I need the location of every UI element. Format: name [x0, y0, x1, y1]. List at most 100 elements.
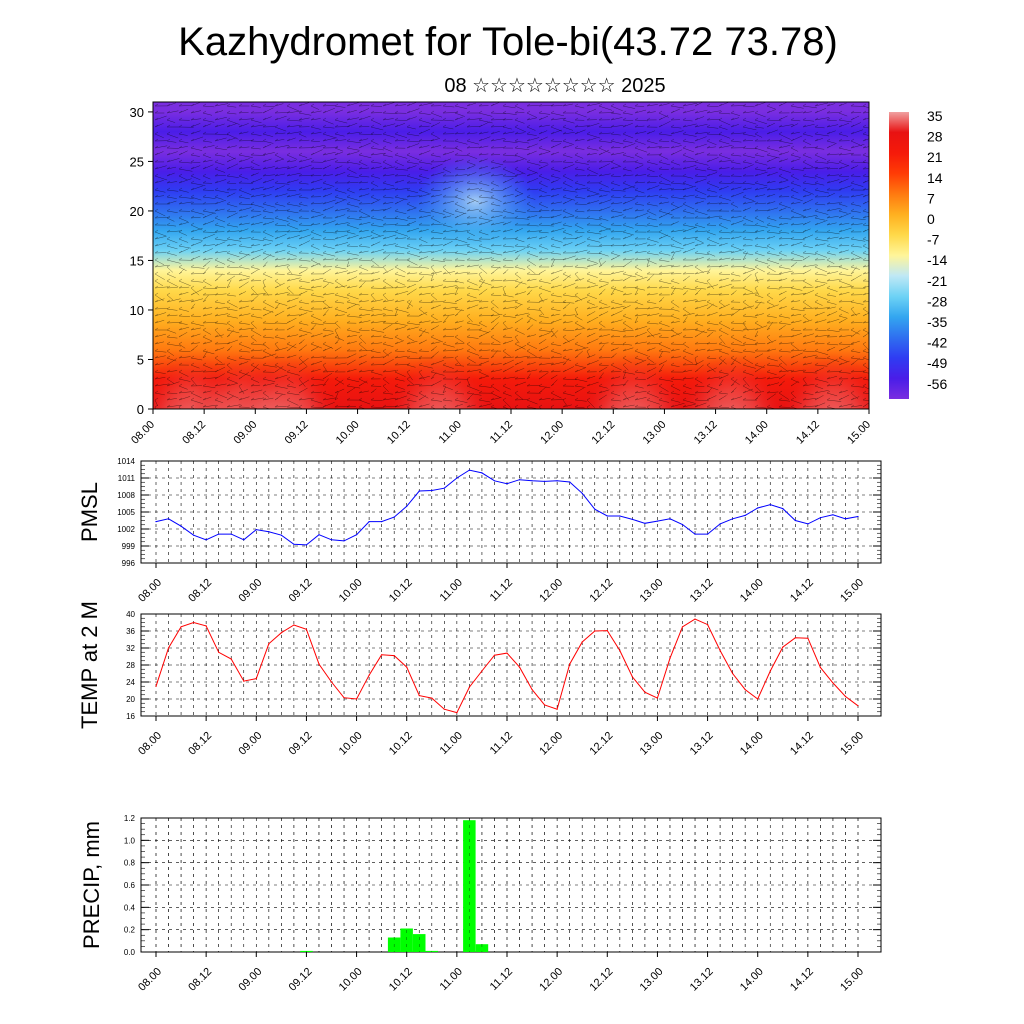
wind-barb: [742, 348, 747, 352]
wind-barb: [598, 152, 603, 156]
wind-barb: [274, 285, 279, 289]
wind-vector: [370, 152, 386, 156]
wind-barb: [274, 145, 279, 149]
wind-barb: [394, 299, 399, 303]
wind-barb: [178, 124, 183, 128]
wind-vector: [682, 102, 698, 107]
wind-barb: [274, 166, 279, 170]
wind-barb: [730, 285, 735, 289]
wind-barb: [466, 334, 471, 338]
wind-barb: [562, 152, 567, 156]
wind-vector: [430, 321, 442, 324]
wind-vector: [358, 293, 369, 296]
wind-vector: [274, 343, 280, 350]
wind-barb: [550, 159, 555, 163]
wind-vector: [178, 238, 189, 243]
wind-barb: [538, 131, 543, 135]
wind-vector: [310, 301, 325, 303]
wind-vector: [178, 286, 190, 289]
wind-barb: [358, 362, 363, 366]
wind-vector: [802, 319, 813, 324]
wind-barb: [382, 117, 387, 121]
wind-barb: [214, 131, 219, 135]
wind-barb: [634, 208, 639, 212]
wind-barb: [202, 180, 207, 184]
wind-barb: [226, 369, 231, 373]
wind-barb: [490, 341, 495, 345]
wind-barb: [370, 327, 375, 331]
wind-vector: [526, 210, 541, 213]
wind-vector: [358, 142, 371, 149]
wind-barb: [838, 355, 843, 359]
wind-barb: [430, 264, 435, 268]
wind-barb: [454, 201, 459, 205]
wind-vector: [610, 224, 622, 226]
wind-vector: [466, 264, 479, 268]
wind-vector: [634, 109, 647, 114]
wind-vector: [802, 340, 816, 345]
wind-vector: [514, 119, 525, 124]
wind-barb: [478, 145, 483, 149]
wind-vector: [406, 283, 416, 289]
wind-barb: [682, 180, 687, 184]
wind-vector: [298, 102, 310, 107]
wind-barb: [802, 229, 807, 233]
wind-barb: [622, 124, 627, 128]
wind-vector: [310, 285, 322, 289]
wind-vector: [622, 379, 629, 387]
wind-barb: [238, 390, 243, 394]
wind-vector: [406, 336, 415, 342]
wind-vector: [370, 224, 384, 228]
wind-barb: [850, 320, 855, 324]
wind-barb: [586, 334, 591, 338]
wind-vector: [274, 115, 287, 121]
wind-vector: [742, 147, 758, 150]
wind-vector: [622, 231, 634, 236]
wind-barb: [286, 229, 291, 233]
wind-vector: [274, 336, 286, 340]
wind-vector: [166, 357, 177, 362]
wind-barb: [838, 173, 843, 177]
wind-barb: [406, 264, 411, 268]
wind-vector: [658, 244, 672, 247]
wind-barb: [322, 236, 327, 240]
wind-barb: [610, 173, 615, 177]
wind-vector: [214, 293, 227, 296]
wind-barb: [178, 362, 183, 366]
wind-vector: [358, 133, 373, 135]
wind-vector: [430, 372, 437, 380]
wind-vector: [538, 258, 548, 261]
wind-barb: [154, 264, 159, 268]
wind-barb: [406, 341, 411, 345]
wind-barb: [586, 250, 591, 254]
wind-barb: [862, 117, 867, 121]
wind-vector: [790, 352, 803, 359]
wind-vector: [766, 382, 780, 387]
wind-barb: [730, 327, 735, 331]
wind-vector: [478, 266, 488, 274]
wind-vector: [286, 172, 301, 177]
wind-barb: [778, 369, 783, 373]
wind-vector: [718, 231, 732, 234]
wind-barb: [526, 103, 531, 107]
wind-vector: [418, 214, 431, 219]
wind-vector: [730, 266, 746, 268]
wind-barb: [154, 334, 159, 338]
wind-barb: [214, 320, 219, 324]
wind-vector: [538, 189, 547, 194]
wind-vector: [262, 301, 275, 308]
wind-vector: [238, 154, 253, 158]
wind-barb: [754, 110, 759, 114]
wind-vector: [154, 286, 169, 289]
wind-barb: [166, 390, 171, 394]
wind-barb: [466, 341, 471, 345]
wind-barb: [490, 236, 495, 240]
wind-barb: [862, 138, 867, 142]
wind-vector: [190, 182, 206, 186]
wind-barb: [826, 194, 831, 198]
wind-vector: [394, 252, 405, 255]
wind-vector: [754, 161, 768, 166]
wind-barb: [514, 236, 519, 240]
wind-vector: [442, 335, 455, 338]
wind-barb: [586, 215, 591, 219]
